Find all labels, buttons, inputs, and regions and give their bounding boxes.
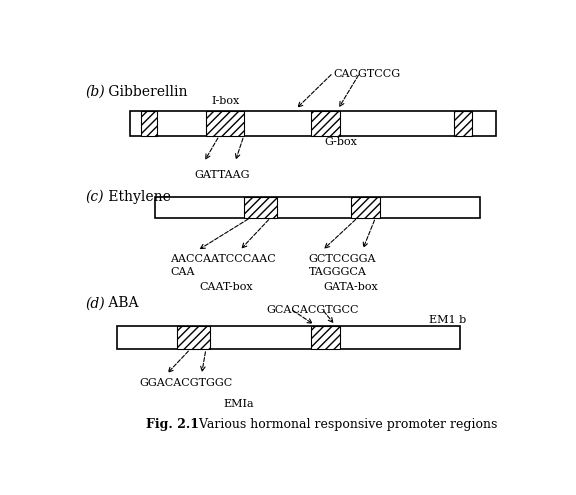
- Text: GCACACGTGCC: GCACACGTGCC: [266, 305, 359, 315]
- Bar: [116, 326, 460, 349]
- Text: GATA-box: GATA-box: [323, 282, 378, 293]
- Bar: [244, 197, 278, 218]
- Text: EMIa: EMIa: [223, 398, 255, 409]
- Bar: [351, 197, 380, 218]
- Bar: [141, 111, 157, 136]
- Text: ABA: ABA: [104, 297, 139, 310]
- Bar: [206, 111, 244, 136]
- Text: AACCAATCCCAAC
CAA: AACCAATCCCAAC CAA: [170, 254, 276, 277]
- Text: G-box: G-box: [324, 137, 357, 147]
- Text: Ethylene: Ethylene: [104, 190, 171, 203]
- Text: Gibberellin: Gibberellin: [104, 85, 188, 99]
- Text: EM1 b: EM1 b: [429, 315, 467, 325]
- Text: CAAT-box: CAAT-box: [199, 282, 253, 293]
- Bar: [177, 326, 210, 349]
- Text: CACGTCCG: CACGTCCG: [333, 69, 400, 79]
- Text: (d): (d): [85, 297, 105, 310]
- Bar: [311, 111, 340, 136]
- Text: GATTAAG: GATTAAG: [195, 170, 250, 180]
- Text: (c): (c): [85, 190, 104, 203]
- Text: Fig. 2.1: Fig. 2.1: [146, 418, 199, 431]
- Bar: [130, 111, 496, 136]
- Text: (b): (b): [85, 85, 105, 99]
- Text: GGACACGTGGC: GGACACGTGGC: [139, 378, 232, 388]
- Bar: [454, 111, 472, 136]
- Bar: [311, 326, 340, 349]
- Text: Various hormonal responsive promoter regions: Various hormonal responsive promoter reg…: [195, 418, 497, 431]
- Text: GCTCCGGA
TAGGGCA: GCTCCGGA TAGGGCA: [309, 254, 376, 277]
- Text: I-box: I-box: [212, 96, 240, 106]
- Bar: [154, 197, 480, 218]
